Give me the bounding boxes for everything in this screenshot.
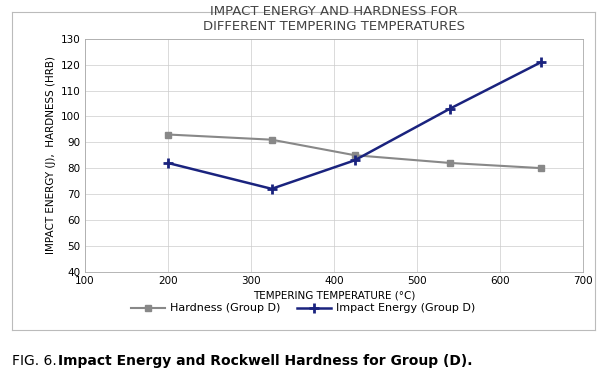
X-axis label: TEMPERING TEMPERATURE (°C): TEMPERING TEMPERATURE (°C) xyxy=(253,291,415,301)
Hardness (Group D) xyxy=(538,166,545,170)
Hardness (Group D) xyxy=(446,161,453,165)
Title: IMPACT ENERGY AND HARDNESS FOR
DIFFERENT TEMPERING TEMPERATURES: IMPACT ENERGY AND HARDNESS FOR DIFFERENT… xyxy=(203,5,465,33)
Text: Impact Energy and Rockwell Hardness for Group (D).: Impact Energy and Rockwell Hardness for … xyxy=(58,354,472,368)
Impact Energy (Group D) xyxy=(268,187,276,191)
Text: FIG. 6.: FIG. 6. xyxy=(12,354,61,368)
Impact Energy (Group D) xyxy=(164,161,172,165)
Y-axis label: IMPACT ENERGY (J),  HARDNESS (HRB): IMPACT ENERGY (J), HARDNESS (HRB) xyxy=(46,56,56,254)
Impact Energy (Group D) xyxy=(538,60,545,64)
Hardness (Group D) xyxy=(351,153,358,158)
Legend: Hardness (Group D), Impact Energy (Group D): Hardness (Group D), Impact Energy (Group… xyxy=(127,299,480,318)
Hardness (Group D) xyxy=(268,137,276,142)
Impact Energy (Group D) xyxy=(446,106,453,111)
Line: Impact Energy (Group D): Impact Energy (Group D) xyxy=(163,57,546,194)
Impact Energy (Group D) xyxy=(351,158,358,163)
Hardness (Group D) xyxy=(164,132,172,137)
Line: Hardness (Group D): Hardness (Group D) xyxy=(165,132,544,171)
